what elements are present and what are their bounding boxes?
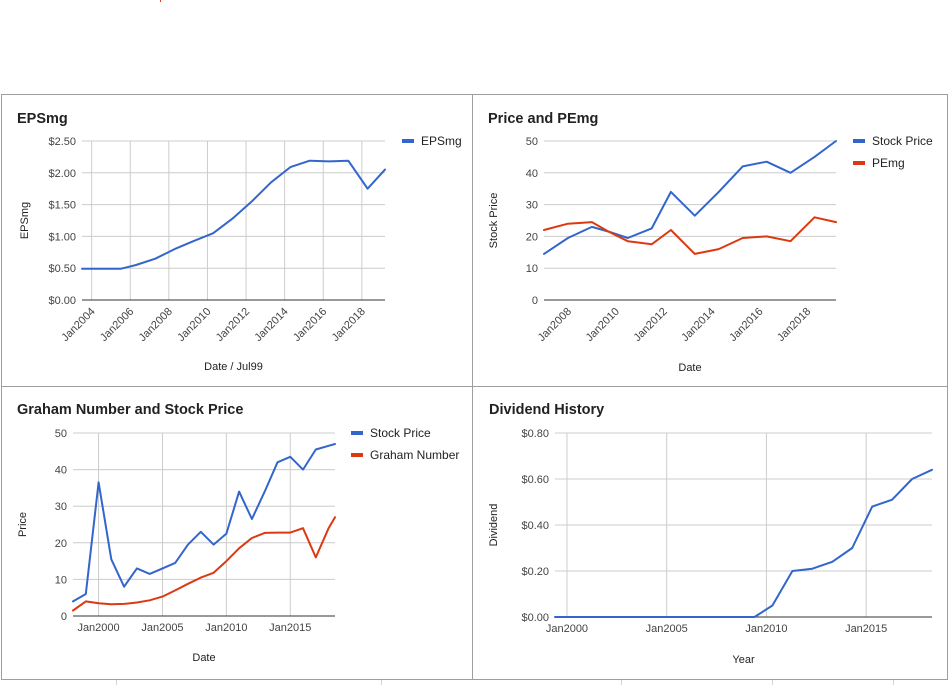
graham-number-chart: Graham Number and Stock Price 0 10 20 30 40 50…	[17, 402, 459, 664]
series-line-stock-price	[543, 140, 837, 255]
y-tick-label: $0.00	[521, 612, 549, 624]
series-line-pemg	[543, 216, 837, 255]
graham-number-chart-panel: Graham Number and Stock Price 0 10 20 30 40 50…	[1, 386, 474, 680]
x-tick-label: Jan2005	[646, 623, 688, 635]
footer-divider	[381, 680, 382, 685]
y-tick-label: 20	[55, 538, 67, 550]
y-tick-label: $0.50	[48, 263, 76, 275]
chart-title: Price and PEmg	[488, 111, 598, 127]
y-tick-label: 50	[526, 136, 538, 148]
y-tick-label: 50	[55, 428, 67, 440]
y-tick-label: 0	[61, 611, 67, 623]
y-tick-label: 10	[55, 574, 67, 586]
x-axis-label: Date / Jul99	[204, 361, 263, 373]
dividend-history-chart: Dividend History $0.00 $0.20 $0.40 $0.60 $0.8…	[488, 402, 933, 666]
y-tick-label: $0.20	[521, 566, 549, 578]
x-tick-label: Jan2010	[205, 622, 247, 634]
chart-title: Dividend History	[489, 402, 604, 418]
x-tick-label: Jan2015	[845, 623, 887, 635]
legend-label: Graham Number	[370, 448, 459, 462]
y-tick-label: 30	[55, 501, 67, 513]
x-tick-label: Jan2000	[77, 622, 119, 634]
y-axis-label: Dividend	[488, 504, 500, 547]
footer-divider	[621, 680, 622, 685]
x-tick-label: Jan2005	[141, 622, 183, 634]
chart-title: EPSmg	[17, 111, 68, 127]
y-axis-label: EPSmg	[19, 202, 31, 239]
legend-label: EPSmg	[421, 134, 462, 148]
y-tick-label: $2.50	[48, 136, 76, 148]
y-tick-label: $1.00	[48, 231, 76, 243]
price-pemg-chart-panel: Price and PEmg 0 10 20 30 40 50 Jan2008 Jan2010 J…	[472, 94, 948, 387]
x-axis-label: Date	[678, 362, 701, 374]
x-tick-label: Jan2016	[727, 306, 765, 344]
legend-label: PEmg	[872, 156, 905, 170]
x-tick-label: Jan2010	[745, 623, 787, 635]
series-line-stock-price	[72, 443, 336, 603]
x-tick-label: Jan2018	[775, 306, 813, 344]
y-tick-label: 20	[526, 231, 538, 243]
epsmg-chart-panel: EPSmg $0.00 $0.50 $1.00 $1.50 $2.00 $2.50 Jan20…	[1, 94, 474, 387]
footer-divider	[116, 680, 117, 685]
x-tick-label: Jan2012	[214, 306, 252, 344]
legend-label: Stock Price	[872, 134, 933, 148]
y-tick-label: 0	[532, 295, 538, 307]
x-axis-label: Year	[732, 654, 755, 666]
y-tick-label: $0.40	[521, 520, 549, 532]
y-tick-label: 40	[526, 168, 538, 180]
footer-divider	[772, 680, 773, 685]
x-tick-label: Jan2004	[59, 306, 97, 344]
x-tick-label: Jan2012	[631, 306, 669, 344]
chart-title: Graham Number and Stock Price	[17, 402, 243, 418]
dividend-history-chart-panel: Dividend History $0.00 $0.20 $0.40 $0.60 $0.8…	[472, 386, 948, 680]
y-tick-label: $0.80	[521, 428, 549, 440]
x-tick-label: Jan2018	[330, 306, 368, 344]
y-axis-label: Price	[17, 512, 29, 537]
x-tick-label: Jan2015	[269, 622, 311, 634]
x-tick-label: Jan2010	[584, 306, 622, 344]
x-tick-label: Jan2014	[679, 306, 717, 344]
series-line	[554, 468, 933, 618]
footer-divider	[893, 680, 894, 685]
red-dot-mark	[160, 0, 161, 2]
x-axis-label: Date	[192, 652, 215, 664]
x-tick-label: Jan2008	[137, 306, 175, 344]
y-tick-label: 40	[55, 465, 67, 477]
series-line-epsmg	[81, 159, 386, 270]
y-tick-label: $0.00	[48, 295, 76, 307]
y-tick-label: 30	[526, 200, 538, 212]
y-tick-label: $1.50	[48, 200, 76, 212]
x-tick-label: Jan2000	[546, 623, 588, 635]
y-tick-label: 10	[526, 263, 538, 275]
y-tick-label: $0.60	[521, 474, 549, 486]
y-axis-label: Stock Price	[488, 193, 500, 249]
series-line-graham-number	[72, 516, 336, 612]
y-tick-label: $2.00	[48, 168, 76, 180]
x-tick-label: Jan2016	[291, 306, 329, 344]
x-tick-label: Jan2008	[536, 306, 574, 344]
x-tick-label: Jan2010	[175, 306, 213, 344]
legend-label: Stock Price	[370, 426, 431, 440]
epsmg-chart: EPSmg $0.00 $0.50 $1.00 $1.50 $2.00 $2.50 Jan20…	[17, 111, 462, 373]
x-tick-label: Jan2014	[252, 306, 290, 344]
x-tick-label: Jan2006	[98, 306, 136, 344]
